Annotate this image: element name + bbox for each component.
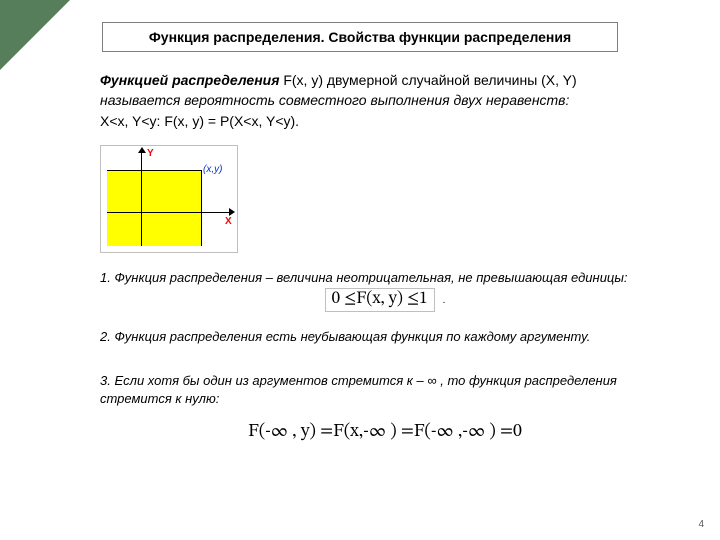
- dash-h: [107, 170, 201, 171]
- prop-3: 3. Если хотя бы один из аргументов стрем…: [100, 372, 670, 407]
- content: Функцией распределения F(x, y) двумерной…: [100, 70, 670, 444]
- page-title: Функция распределения. Свойства функции …: [149, 29, 571, 45]
- ineq-dot: .: [443, 295, 446, 306]
- def-line2: называется вероятность совместного выпол…: [100, 92, 569, 108]
- prop-1: 1. Функция распределения – величина неот…: [100, 269, 670, 287]
- cdf-figure: X Y (x,y): [100, 145, 238, 253]
- prop-2: 2. Функция распределения есть неубывающа…: [100, 328, 670, 346]
- inequality: 0 ≤F(x, y) ≤1: [325, 288, 435, 312]
- def-lead: Функцией распределения: [100, 72, 279, 88]
- y-arrow: [138, 147, 146, 153]
- def-rest1: F(x, y) двумерной случайной величины (X,…: [279, 72, 576, 88]
- dash-v: [201, 170, 202, 246]
- title-box: Функция распределения. Свойства функции …: [102, 22, 618, 52]
- limits: F(-∞ , y) =F(x,-∞ ) =F(-∞ ,-∞ ) =0: [100, 421, 670, 444]
- page-number: 4: [698, 519, 704, 530]
- inequality-row: 0 ≤F(x, y) ≤1 .: [100, 288, 670, 312]
- definition: Функцией распределения F(x, y) двумерной…: [100, 70, 670, 131]
- def-line3: X<x, Y<y: F(x, y) = P(X<x, Y<y).: [100, 113, 299, 129]
- yellow-rect: [107, 170, 201, 246]
- x-axis: [107, 212, 229, 213]
- accent-corner: [0, 0, 70, 70]
- y-axis: [141, 152, 142, 246]
- x-label: X: [225, 216, 232, 227]
- y-label: Y: [147, 148, 154, 159]
- point-label: (x,y): [203, 164, 222, 175]
